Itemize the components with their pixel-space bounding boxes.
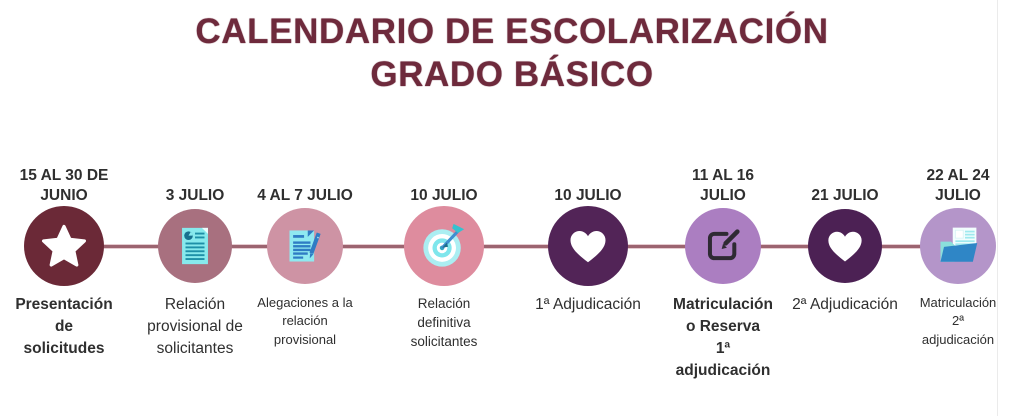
milestone-circle: [685, 208, 761, 284]
milestone-label: Presentación de solicitudes: [15, 296, 113, 357]
milestone-circle: [404, 206, 484, 286]
heart-icon: [828, 231, 862, 262]
milestone-circle: [808, 209, 882, 283]
milestone-label: Relación definitiva solicitantes: [410, 296, 478, 350]
milestone-circle: [920, 208, 996, 284]
heart-icon: [570, 231, 606, 263]
milestone-alegaciones: 4 AL 7 JULIO Alegaciones a la relación p…: [230, 136, 380, 412]
milestone-date: 21 JULIO: [811, 186, 879, 204]
milestone-date: 11 AL 16 JULIO: [691, 166, 755, 204]
milestone-label: Alegaciones a la relación provisional: [257, 295, 353, 347]
milestone-adjudicacion-1: 10 JULIO 1ª Adjudicación: [513, 136, 663, 412]
milestone-label: Matriculación o Reserva 1ª adjudicación: [673, 296, 773, 379]
milestone-matriculacion-1: 11 AL 16 JULIO Matriculación o Reserva 1…: [648, 136, 798, 412]
milestone-circle: [24, 206, 104, 286]
milestone-circle: [548, 206, 628, 286]
milestone-circle: [267, 208, 343, 284]
timeline-connector: [64, 245, 958, 248]
edit-document-icon: [289, 230, 321, 262]
milestone-date: 22 AL 24 JULIO: [926, 166, 990, 204]
milestone-matriculacion-2: 22 AL 24 JULIO Matriculación 2ª adjudica…: [883, 136, 1024, 412]
star-icon: [42, 224, 86, 267]
target-icon: [423, 223, 465, 267]
milestone-date: 10 JULIO: [410, 186, 478, 204]
page-title: CALENDARIO DE ESCOLARIZACIÓN GRADO BÁSIC…: [195, 12, 829, 95]
report-document-icon: [182, 227, 208, 265]
milestone-label: Relación provisional de solicitantes: [147, 296, 243, 357]
milestone-relacion-provisional: 3 JULIO Relación provisional de solicita…: [120, 136, 270, 412]
milestone-presentacion: 15 AL 30 DE JUNIO Presentación de solici…: [0, 136, 139, 412]
milestone-adjudicacion-2: 21 JULIO 2ª Adjudicación: [770, 136, 920, 412]
milestone-relacion-definitiva: 10 JULIO Relación definitiva solicitante…: [369, 136, 519, 412]
milestone-date: 15 AL 30 DE JUNIO: [19, 166, 109, 204]
milestone-label: Matriculación 2ª adjudicación: [919, 295, 997, 347]
open-folder-icon: [940, 227, 978, 262]
edit-square-icon: [707, 229, 740, 261]
milestone-label: 2ª Adjudicación: [792, 296, 898, 313]
milestone-date: 4 AL 7 JULIO: [257, 186, 353, 204]
milestone-label: 1ª Adjudicación: [535, 296, 641, 313]
milestone-date: 3 JULIO: [165, 186, 225, 204]
page-edge-divider: [997, 0, 998, 416]
milestone-circle: [158, 209, 232, 283]
milestone-date: 10 JULIO: [554, 186, 622, 204]
